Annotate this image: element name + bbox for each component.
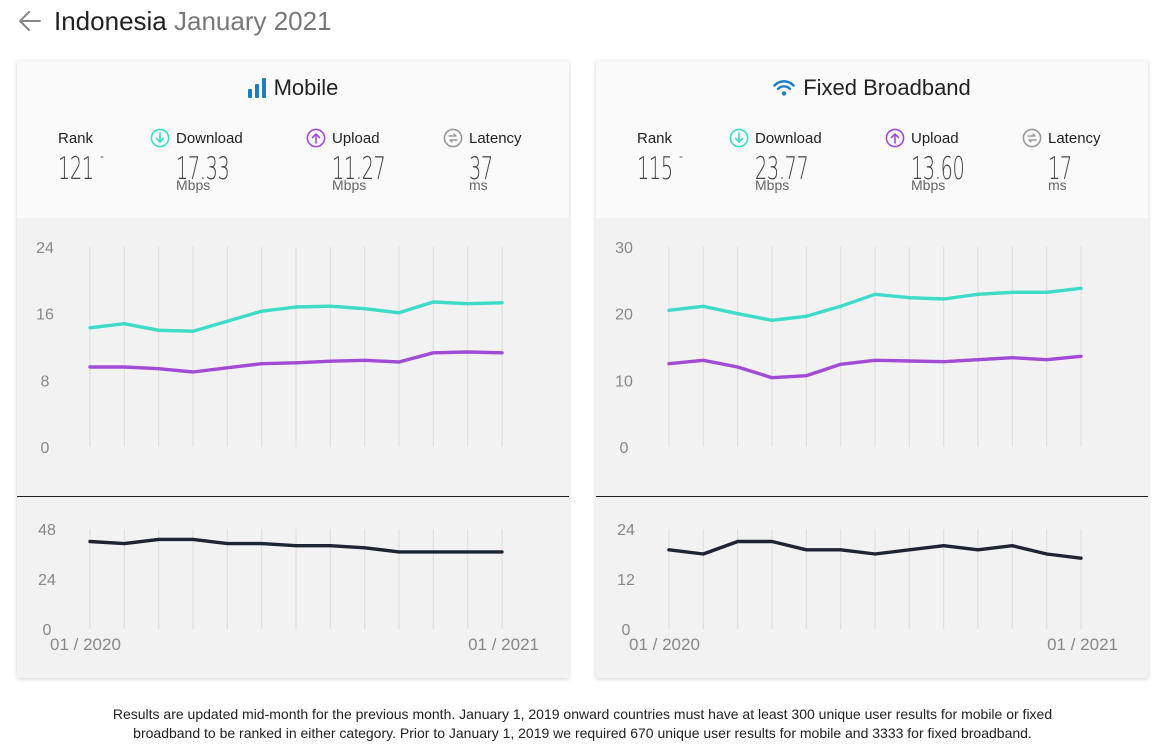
download-icon [150,128,170,148]
y-tick-label: 48 [38,522,56,539]
chart-divider [596,496,1148,497]
chart-divider [17,496,569,497]
latency-icon [1022,128,1042,148]
page-header: Indonesia January 2021 [16,4,332,38]
y-tick-label: 24 [36,240,54,257]
y-tick-label: 12 [617,572,635,589]
mobile-card: Mobile Rank 121 - Download 17.33 Mbps [17,61,569,678]
latency-value: 37 [469,151,502,187]
upload-label: Upload [911,130,959,147]
upload-label: Upload [332,130,380,147]
rank-value: 121 [58,151,94,187]
fixed-title: Fixed Broadband [596,75,1148,101]
x-tick-label: 01 / 2021 [468,635,539,654]
mobile-download: Download 17.33 Mbps [150,127,262,193]
page-title: Indonesia January 2021 [54,6,332,37]
x-tick-label: 01 / 2021 [1047,635,1118,654]
download-label: Download [176,130,243,147]
upload-icon [306,128,326,148]
footnote-line-1: Results are updated mid-month for the pr… [0,705,1165,724]
mobile-title: Mobile [17,75,569,101]
fixed-download: Download 23.77 Mbps [729,127,841,193]
rank-label: Rank [637,130,672,147]
fixed-stats: Fixed Broadband Rank 115 - Download 23.7… [596,61,1148,218]
rank-change: - [679,149,683,163]
download-icon [729,128,749,148]
mobile-rank: Rank 121 [58,127,116,187]
rank-value: 115 [637,151,673,187]
y-tick-label: 16 [36,307,54,324]
latency-label: Latency [469,130,522,147]
wifi-icon [773,79,795,97]
country-name: Indonesia [54,6,167,36]
download-value: 17.33 [176,151,229,187]
latency-value: 17 [1048,151,1081,187]
fixed-latency: Latency 17 ms [1022,127,1101,193]
fixed-rank: Rank 115 [637,127,695,187]
y-tick-label: 20 [615,307,633,324]
y-tick-label: 0 [41,440,50,457]
y-tick-label: 0 [620,440,629,457]
fixed-broadband-card: Fixed Broadband Rank 115 - Download 23.7… [596,61,1148,678]
y-tick-label: 10 [615,373,633,390]
mobile-upload: Upload 11.27 Mbps [306,127,418,193]
upload-icon [885,128,905,148]
y-tick-label: 24 [38,572,56,589]
y-tick-label: 30 [615,240,633,257]
fixed-upload: Upload 13.60 Mbps [885,127,997,193]
upload-value: 13.60 [911,151,964,187]
y-tick-label: 8 [41,373,50,390]
rank-label: Rank [58,130,93,147]
mobile-title-text: Mobile [274,75,339,101]
mobile-stats: Mobile Rank 121 - Download 17.33 Mbps [17,61,569,218]
download-value: 23.77 [755,151,808,187]
download-label: Download [755,130,822,147]
x-tick-label: 01 / 2020 [629,635,700,654]
footnote-line-2: broadband to be ranked in either categor… [0,724,1165,743]
mobile-latency: Latency 37 ms [443,127,522,193]
latency-icon [443,128,463,148]
rank-change: - [100,149,104,163]
signal-bars-icon [248,78,266,98]
upload-value: 11.27 [332,151,385,187]
x-tick-label: 01 / 2020 [50,635,121,654]
report-date: January 2021 [174,6,332,36]
y-tick-label: 24 [617,522,635,539]
back-arrow-icon[interactable] [16,7,44,35]
latency-label: Latency [1048,130,1101,147]
footnote: Results are updated mid-month for the pr… [0,705,1165,743]
fixed-title-text: Fixed Broadband [803,75,971,101]
